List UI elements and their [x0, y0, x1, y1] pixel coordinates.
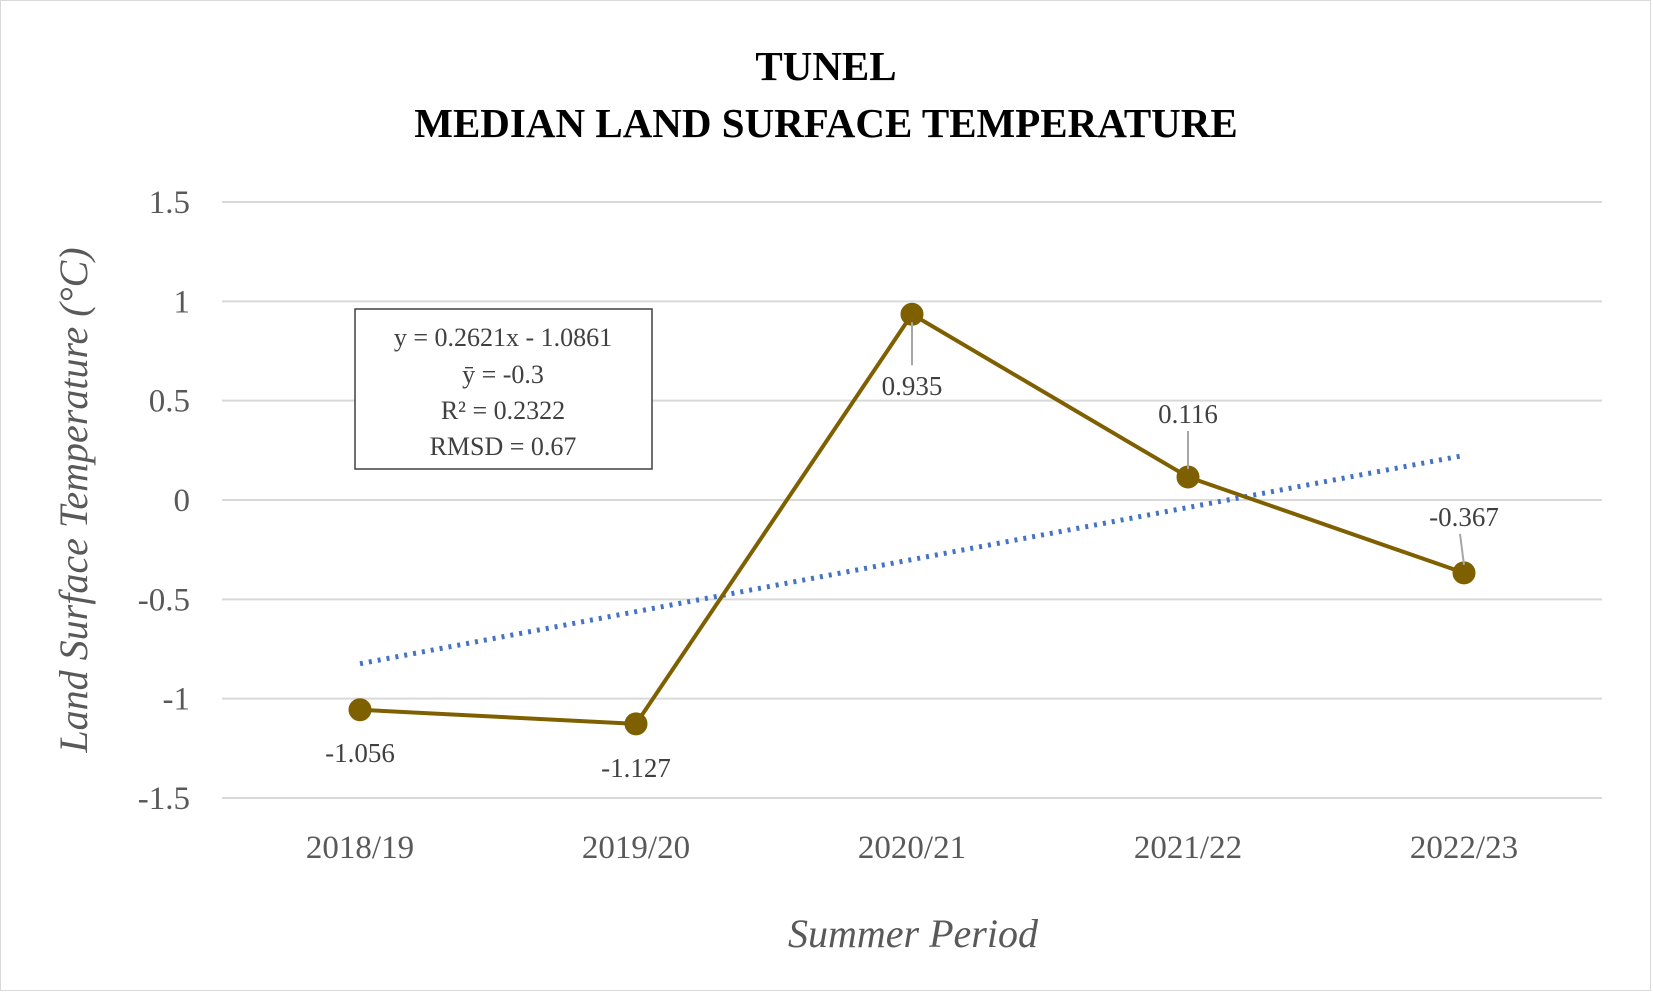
data-labels: -1.056 -1.127 0.935 0.116 -0.367: [325, 322, 1499, 783]
label-leader-line: [1459, 533, 1465, 566]
y-axis-title: Land Surface Temperature (°C): [51, 247, 96, 753]
y-tick-label: -1.5: [138, 781, 190, 817]
data-label: 0.116: [1158, 399, 1218, 429]
data-point: [1176, 465, 1200, 489]
y-tick-label: 0.5: [149, 384, 190, 420]
x-axis-title: Summer Period: [788, 911, 1039, 956]
stats-box: y = 0.2621x - 1.0861 ȳ = -0.3 R² = 0.232…: [354, 308, 653, 470]
stats-box-border: [354, 308, 653, 470]
trendline-line: [359, 452, 1465, 667]
stats-r-squared: R² = 0.2322: [441, 396, 565, 425]
gridlines: [222, 201, 1602, 799]
y-axis-ticks: 1.5 1 0.5 0 -0.5 -1 -1.5: [138, 185, 190, 817]
x-axis-ticks: 2018/19 2019/20 2020/21 2021/22 2022/23: [306, 830, 1518, 866]
stats-mean: ȳ = -0.3: [462, 360, 544, 389]
data-point: [624, 712, 648, 736]
data-label: -1.127: [601, 753, 671, 783]
data-label: 0.935: [882, 371, 943, 401]
data-label: -0.367: [1429, 502, 1499, 532]
x-tick-label: 2018/19: [306, 830, 414, 866]
y-tick-label: 1.5: [149, 185, 190, 221]
chart-title-line-1: TUNEL: [755, 43, 896, 89]
data-point: [1452, 561, 1476, 585]
data-point: [900, 302, 924, 326]
series-line: [348, 302, 1476, 736]
x-tick-label: 2019/20: [582, 830, 690, 866]
stats-rmsd: RMSD = 0.67: [430, 432, 577, 461]
x-tick-label: 2022/23: [1410, 830, 1518, 866]
x-tick-label: 2020/21: [858, 830, 966, 866]
data-label: -1.056: [325, 738, 395, 768]
chart-title-line-2: MEDIAN LAND SURFACE TEMPERATURE: [414, 100, 1237, 146]
y-tick-label: 1: [174, 284, 191, 320]
data-point: [348, 698, 372, 722]
y-tick-label: -0.5: [138, 582, 190, 618]
y-tick-label: -1: [163, 682, 191, 718]
trendline: [359, 452, 1465, 667]
y-tick-label: 0: [174, 483, 191, 519]
stats-equation: y = 0.2621x - 1.0861: [394, 323, 612, 352]
x-tick-label: 2021/22: [1134, 830, 1242, 866]
